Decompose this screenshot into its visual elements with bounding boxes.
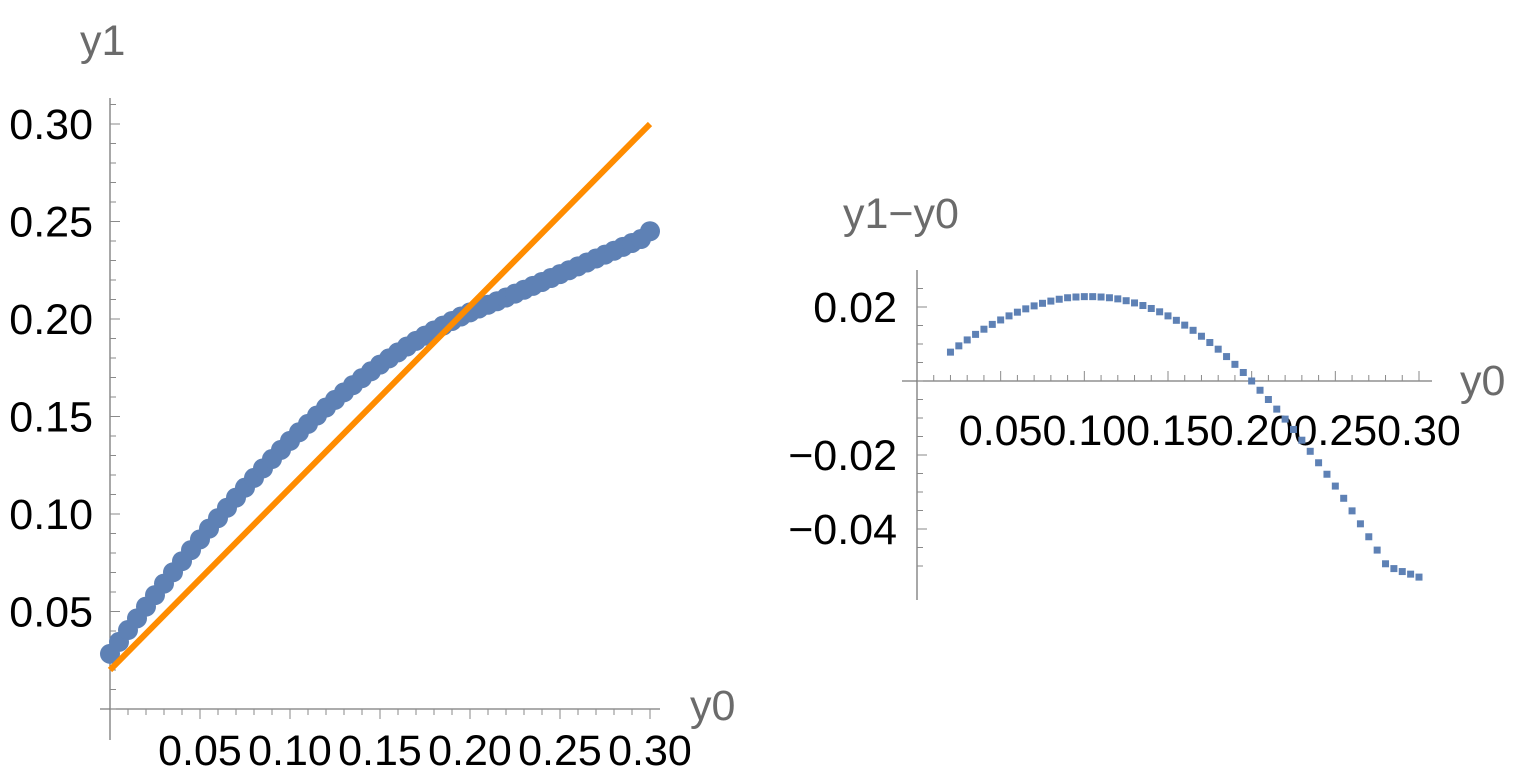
x-axis-title: y0	[690, 682, 735, 730]
data-point	[1105, 294, 1113, 302]
data-point	[1239, 368, 1247, 376]
y-tick-label: 0.25	[9, 199, 93, 247]
data-point	[1223, 353, 1231, 361]
data-point	[1298, 436, 1306, 444]
data-point	[1022, 305, 1030, 313]
data-point	[1139, 302, 1147, 310]
x-axis-title: y0	[1460, 357, 1505, 405]
data-point	[1273, 405, 1281, 413]
data-point	[1214, 345, 1222, 353]
data-point	[1289, 425, 1297, 433]
data-point	[1013, 308, 1021, 316]
data-point	[1365, 533, 1373, 541]
y-tick-label: 0.15	[9, 394, 93, 442]
y-tick-label: 0.10	[9, 491, 93, 539]
data-point	[1373, 546, 1381, 554]
data-point	[1306, 447, 1314, 455]
x-tick-label: 0.25	[1293, 407, 1377, 455]
data-point	[1281, 415, 1289, 423]
data-point	[1398, 568, 1406, 576]
data-point	[1256, 386, 1264, 394]
data-point	[946, 348, 954, 356]
x-tick-label: 0.10	[248, 727, 332, 775]
data-point	[1181, 321, 1189, 329]
y-tick-label: −0.02	[788, 432, 897, 480]
data-point	[972, 330, 980, 338]
data-point	[1356, 520, 1364, 528]
data-point	[1038, 299, 1046, 307]
data-point	[1323, 470, 1331, 478]
data-point	[955, 342, 963, 350]
data-point	[1055, 295, 1063, 303]
x-tick-label: 0.05	[158, 727, 242, 775]
data-point	[997, 316, 1005, 324]
data-point	[1072, 293, 1080, 301]
data-point	[1197, 332, 1205, 340]
x-tick-label: 0.10	[1042, 407, 1126, 455]
data-point	[1131, 299, 1139, 307]
y-axis-title: y1−y0	[843, 190, 959, 238]
data-point	[1331, 482, 1339, 490]
y-axis-title: y1	[80, 17, 125, 65]
data-point	[1407, 570, 1415, 578]
data-point	[963, 336, 971, 344]
data-point	[1172, 316, 1180, 324]
right-chart: 0.05 0.10 0.15 0.20 0.25 0.30 0.02 −0.02 −0.04 y0…	[788, 190, 1505, 600]
x-tick-label: 0.30	[608, 727, 692, 775]
data-point	[1231, 360, 1239, 368]
y-tick-label: −0.04	[788, 506, 897, 554]
y-tick-label: 0.30	[9, 101, 93, 149]
data-point	[1264, 396, 1272, 403]
data-point	[1147, 304, 1155, 312]
data-point	[1047, 297, 1055, 305]
data-point	[1156, 308, 1164, 316]
data-point	[1248, 377, 1256, 385]
data-point	[1390, 565, 1398, 573]
data-point	[1348, 507, 1356, 515]
data-point	[1030, 302, 1038, 310]
x-tick-label: 0.15	[1126, 407, 1210, 455]
y-tick-label: 0.05	[9, 589, 93, 637]
data-point	[1189, 326, 1197, 334]
data-point	[1005, 312, 1013, 320]
x-tick-label: 0.20	[1210, 407, 1294, 455]
x-tick-label: 0.30	[1377, 407, 1461, 455]
x-tick-label: 0.15	[338, 727, 422, 775]
y-tick-label: 0.02	[813, 284, 897, 332]
y-tick-label: 0.20	[9, 296, 93, 344]
data-point	[640, 221, 660, 242]
data-point	[1315, 459, 1323, 467]
data-point	[1340, 494, 1348, 502]
reference-line	[107, 121, 653, 673]
x-tick-label: 0.20	[428, 727, 512, 775]
data-point	[980, 325, 988, 333]
data-point	[988, 320, 996, 328]
data-point	[1089, 293, 1097, 301]
data-point	[1122, 297, 1130, 305]
data-point	[1080, 293, 1088, 301]
data-point	[1114, 295, 1122, 303]
data-point	[1164, 312, 1172, 320]
x-tick-label: 0.05	[959, 407, 1043, 455]
data-point	[1206, 339, 1214, 347]
left-chart: 0.05 0.10 0.15 0.20 0.25 0.300.050.100.150.20…	[9, 17, 735, 775]
data-point	[1415, 573, 1423, 581]
data-point	[1097, 293, 1105, 301]
data-point	[1382, 560, 1390, 568]
data-point	[1064, 294, 1072, 302]
x-tick-label: 0.25	[518, 727, 602, 775]
